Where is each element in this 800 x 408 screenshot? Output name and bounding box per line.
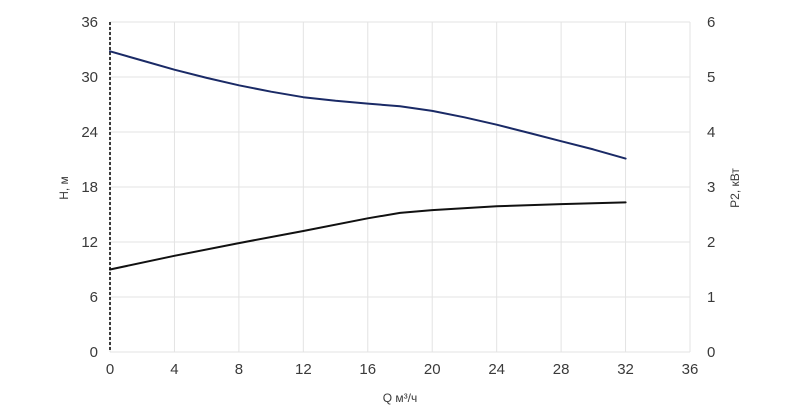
y-left-tick-label: 12 [81, 234, 98, 251]
x-tick-label: 12 [295, 361, 312, 378]
series-layer [109, 50, 627, 271]
x-tick-label: 8 [235, 361, 243, 378]
x-tick-label: 0 [106, 361, 114, 378]
y-right-tick-label: 4 [707, 124, 715, 141]
x-tick-label: 28 [553, 361, 570, 378]
head-curve-line [109, 50, 627, 160]
x-tick-label: 16 [359, 361, 376, 378]
x-tick-label: 24 [488, 361, 505, 378]
power-curve-line [109, 201, 627, 271]
y-right-tick-label: 1 [707, 289, 715, 306]
y-left-axis-title: H, м [57, 176, 71, 200]
y-right-tick-label: 0 [707, 344, 715, 361]
y-right-tick-label: 5 [707, 69, 715, 86]
y-right-tick-label: 2 [707, 234, 715, 251]
x-axis-title: Q м³/ч [383, 391, 418, 405]
x-tick-label: 4 [170, 361, 178, 378]
y-left-tick-label: 30 [81, 69, 98, 86]
y-left-tick-label: 6 [90, 289, 98, 306]
y-left-tick-label: 18 [81, 179, 98, 196]
y-left-tick-label: 24 [81, 124, 98, 141]
y-right-tick-label: 3 [707, 179, 715, 196]
y-right-tick-label: 6 [707, 14, 715, 31]
y-right-axis-title: P2, кВт [728, 168, 742, 208]
x-tick-label: 32 [617, 361, 634, 378]
grid-lines [109, 21, 691, 353]
y-left-tick-label: 36 [81, 14, 98, 31]
x-tick-label: 20 [424, 361, 441, 378]
x-tick-label: 36 [682, 361, 699, 378]
y-left-tick-label: 0 [90, 344, 98, 361]
